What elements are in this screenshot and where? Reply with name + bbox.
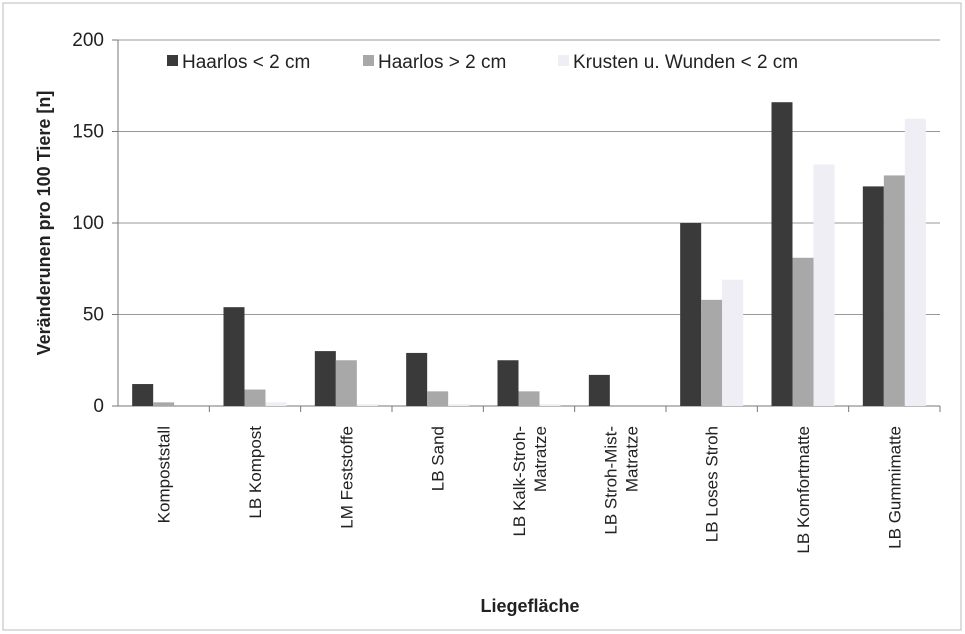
x-tick-label-line: Matratze — [622, 426, 641, 492]
bar — [771, 102, 793, 406]
x-tick-label: LB Komfortmatte — [794, 426, 813, 554]
bar — [406, 352, 428, 406]
x-tick-label-line: LM Feststoffe — [337, 426, 356, 529]
x-tick-label: Kompoststall — [155, 426, 174, 523]
x-tick-label: LB Stroh-Mist- Matratze — [601, 426, 641, 535]
y-tick-label: 0 — [93, 396, 104, 417]
bar — [265, 402, 287, 406]
bar — [904, 118, 926, 406]
x-tick-label-line: LB Kalk-Stroh- — [510, 426, 529, 537]
y-tick-label: 50 — [83, 305, 104, 326]
legend-swatch — [558, 55, 569, 66]
legend-swatch — [363, 55, 374, 66]
legend-label: Haarlos < 2 cm — [182, 52, 310, 73]
x-axis-title: Liegefläche — [480, 596, 579, 616]
bar — [680, 223, 702, 406]
y-tick-label: 200 — [72, 30, 104, 51]
x-tick-label: LB Kompost — [246, 426, 265, 519]
bar — [356, 404, 378, 406]
x-tick-label: LM Feststoffe — [337, 426, 356, 529]
bar — [427, 391, 449, 406]
x-tick-label: LB Sand — [429, 426, 448, 491]
x-tick-label-line: Matratze — [531, 426, 550, 492]
x-tick-label-line: LB Komfortmatte — [794, 426, 813, 554]
bar — [518, 391, 540, 406]
bar — [539, 404, 561, 406]
x-tick-label-line: LB Loses Stroh — [703, 426, 722, 542]
bar — [132, 384, 154, 406]
x-tick-label-line: LB Kompost — [246, 426, 265, 519]
x-tick-label-line: LB Sand — [429, 426, 448, 491]
bar — [813, 164, 835, 406]
bar — [701, 299, 723, 406]
bar — [153, 402, 175, 406]
bar — [883, 175, 905, 406]
bar — [588, 374, 610, 406]
bar — [722, 279, 744, 406]
bar — [314, 351, 336, 406]
legend-label: Krusten u. Wunden < 2 cm — [573, 52, 798, 73]
x-tick-label-line: LB Gummimatte — [885, 426, 904, 549]
bar — [244, 389, 266, 406]
bar — [862, 186, 884, 406]
y-tick-label: 150 — [72, 122, 104, 143]
x-tick-label-line: Kompoststall — [155, 426, 174, 523]
x-tick-label: LB Loses Stroh — [703, 426, 722, 542]
y-tick-label: 100 — [72, 213, 104, 234]
bar — [497, 360, 519, 406]
bar — [448, 404, 470, 406]
x-tick-label: LB Gummimatte — [885, 426, 904, 549]
bar — [335, 360, 357, 406]
legend-label: Haarlos > 2 cm — [378, 52, 506, 73]
bar — [223, 307, 245, 406]
x-tick-label: LB Kalk-Stroh- Matratze — [510, 426, 550, 537]
bar — [792, 257, 814, 406]
legend-swatch — [167, 55, 178, 66]
y-axis-title: Veränderunen pro 100 Tiere [n] — [34, 91, 54, 356]
x-tick-label-line: LB Stroh-Mist- — [601, 426, 620, 535]
